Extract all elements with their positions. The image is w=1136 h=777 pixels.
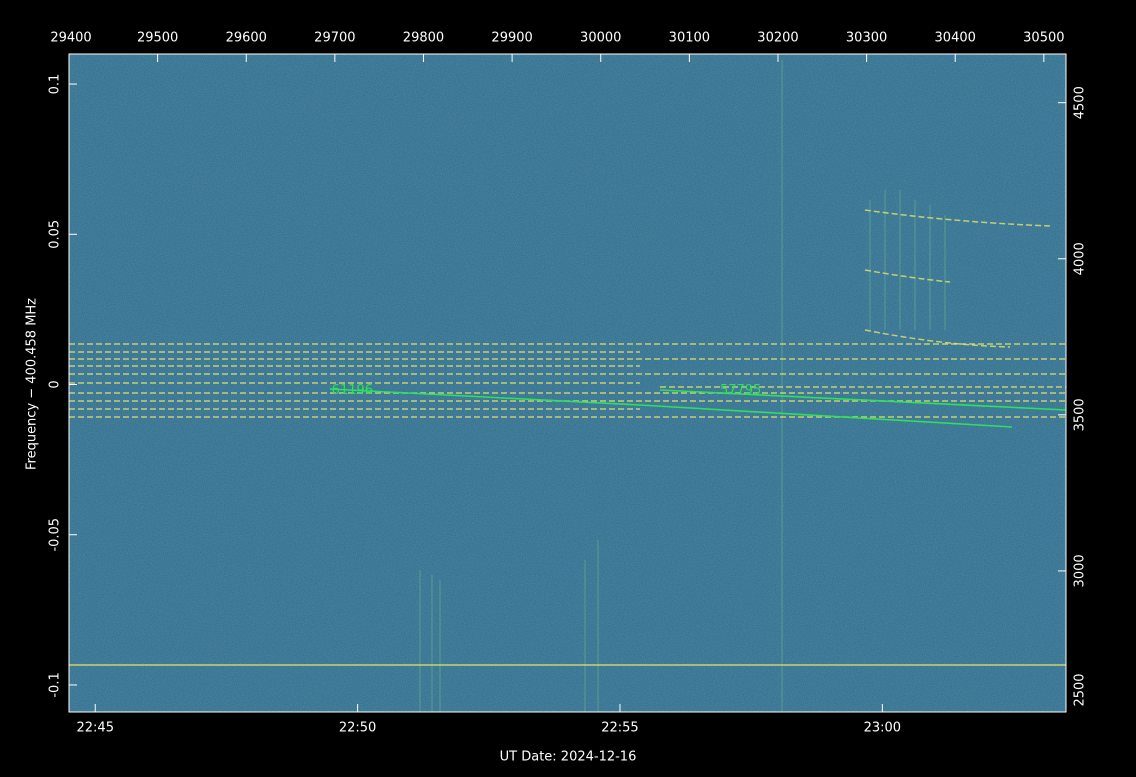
x2-tick-label: 29500 [137,31,178,46]
y2-tick-label: 4000 [1073,242,1088,275]
x2-tick-label: 30200 [757,31,798,46]
y-tick-label: 0.1 [48,74,63,95]
x2-tick-label: 30500 [1023,31,1064,46]
x-tick-label: 22:45 [77,721,114,736]
signal-traces [69,60,1066,712]
y-tick-label: -0.1 [48,672,63,697]
x-tick-label: 22:55 [601,721,638,736]
x-tick-label: 22:50 [339,721,376,736]
y-axis-title: Frequency − 400.458 MHz [25,298,40,470]
annotation: 57795 [720,383,761,398]
y2-tick-label: 3000 [1073,554,1088,587]
plot-frame [68,53,1067,713]
y2-tick-label: 4500 [1073,86,1088,119]
y-tick-label: 0 [48,380,63,388]
x2-tick-label: 30000 [580,31,621,46]
y2-tick-label: 3500 [1073,398,1088,431]
x2-tick-label: 29700 [314,31,355,46]
x-tick-label: 23:00 [864,721,901,736]
x2-tick-label: 30400 [935,31,976,46]
annotation: 61196 [332,383,373,398]
y-tick-label: -0.05 [48,518,63,552]
x2-tick-label: 29900 [491,31,532,46]
x2-tick-label: 29600 [226,31,267,46]
x2-tick-label: 30100 [669,31,710,46]
x2-tick-label: 29800 [403,31,444,46]
x2-tick-label: 29400 [50,31,91,46]
y2-tick-label: 2500 [1073,673,1088,706]
x-axis-title: UT Date: 2024-12-16 [500,750,637,765]
y-tick-label: 0.05 [48,220,63,249]
x2-tick-label: 30300 [846,31,887,46]
